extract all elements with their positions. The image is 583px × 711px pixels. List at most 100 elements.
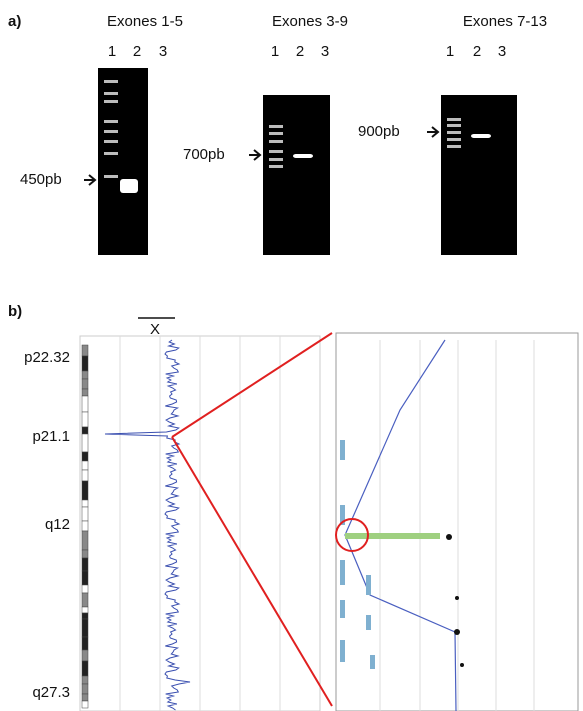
zoom-frame	[335, 332, 579, 711]
point	[446, 534, 452, 540]
ladder-band	[269, 158, 283, 161]
lane-number: 1	[108, 43, 116, 60]
ladder-band	[104, 80, 118, 83]
ladder-band	[104, 100, 118, 103]
band	[293, 154, 313, 158]
panel-label: b)	[8, 303, 22, 320]
zoom-profile	[344, 339, 457, 711]
size-label: 700pb	[183, 146, 225, 163]
ladder-band	[269, 132, 283, 135]
band-label: q27.3	[32, 684, 70, 701]
ideogram-band	[81, 592, 89, 608]
ideogram-band	[81, 506, 89, 522]
probes	[340, 440, 375, 669]
size-label: 450pb	[20, 171, 62, 188]
ideogram-band	[81, 520, 89, 532]
zoom-line	[171, 332, 333, 438]
gel-title: Exones 3-9	[272, 13, 348, 30]
chromosome-label: X	[150, 321, 160, 338]
ladder-band	[447, 145, 461, 148]
band-label: p22.32	[24, 349, 70, 366]
ladder-band	[447, 138, 461, 141]
ladder-band	[104, 120, 118, 123]
band	[120, 179, 138, 193]
ideogram-band	[81, 612, 89, 620]
ideogram-band	[81, 355, 89, 372]
ideogram-band	[81, 370, 89, 380]
lane-number: 3	[498, 43, 506, 60]
lane-number: 2	[296, 43, 304, 60]
zoom-grid	[379, 340, 535, 711]
lane-number: 2	[133, 43, 141, 60]
ideogram-band	[81, 433, 89, 453]
ideogram-band	[81, 378, 89, 390]
ideogram-band	[81, 557, 89, 572]
ideogram-band	[81, 388, 89, 397]
point	[460, 663, 464, 667]
ladder-band	[269, 150, 283, 153]
ladder-band	[269, 165, 283, 168]
panel-label: a)	[8, 13, 21, 30]
band-label: q12	[45, 516, 70, 533]
ideogram-band	[81, 683, 89, 695]
highlight	[345, 533, 440, 539]
lane-number: 2	[473, 43, 481, 60]
ideogram-band	[81, 584, 89, 594]
arrow	[249, 149, 262, 161]
lane-number: 1	[271, 43, 279, 60]
ideogram-band	[81, 451, 89, 462]
ideogram-band	[81, 549, 89, 559]
ideogram-band	[81, 460, 89, 471]
band	[471, 134, 491, 138]
ideogram-band	[81, 618, 89, 638]
ladder-band	[269, 140, 283, 143]
gel	[263, 95, 330, 255]
gel-title: Exones 7-13	[463, 13, 547, 30]
ideogram-band	[81, 426, 89, 435]
ideogram-band	[81, 344, 89, 357]
ideogram-band	[81, 530, 89, 551]
ladder-band	[447, 124, 461, 127]
ladder-band	[447, 131, 461, 134]
ideogram-band	[81, 606, 89, 614]
point	[455, 596, 459, 600]
ideogram-band	[81, 649, 89, 662]
size-label: 900pb	[358, 123, 400, 140]
ideogram-band	[81, 700, 89, 709]
ladder-band	[104, 92, 118, 95]
cgh-plot: X p22.32 p21.1 q12 q27.3	[24, 317, 321, 711]
ideogram-band	[81, 636, 89, 651]
lane-number: 3	[321, 43, 329, 60]
ideogram-band	[81, 480, 89, 501]
ideogram-band	[81, 570, 89, 586]
ideogram-band	[81, 660, 89, 677]
ideogram	[81, 344, 89, 709]
arrow	[84, 174, 97, 186]
band-label: p21.1	[32, 428, 70, 445]
ideogram-band	[81, 499, 89, 508]
lane-number: 3	[159, 43, 167, 60]
ladder-band	[104, 130, 118, 133]
ideogram-band	[81, 693, 89, 702]
ideogram-band	[81, 675, 89, 685]
ladder-band	[104, 140, 118, 143]
zoom-plot	[335, 332, 579, 711]
ideogram-band	[81, 469, 89, 482]
gel	[98, 68, 148, 255]
arrow	[427, 126, 440, 138]
gel	[441, 95, 517, 255]
zoom-circle	[335, 518, 369, 552]
ladder-band	[104, 175, 118, 178]
log-ratio-profile	[104, 339, 191, 711]
ideogram-band	[81, 395, 89, 413]
zoom-line	[171, 436, 333, 707]
ladder-band	[104, 152, 118, 155]
lane-number: 1	[446, 43, 454, 60]
gel-title: Exones 1-5	[107, 13, 183, 30]
plot-grid	[119, 336, 281, 711]
ladder-band	[269, 125, 283, 128]
ideogram-band	[81, 411, 89, 428]
point	[454, 629, 460, 635]
